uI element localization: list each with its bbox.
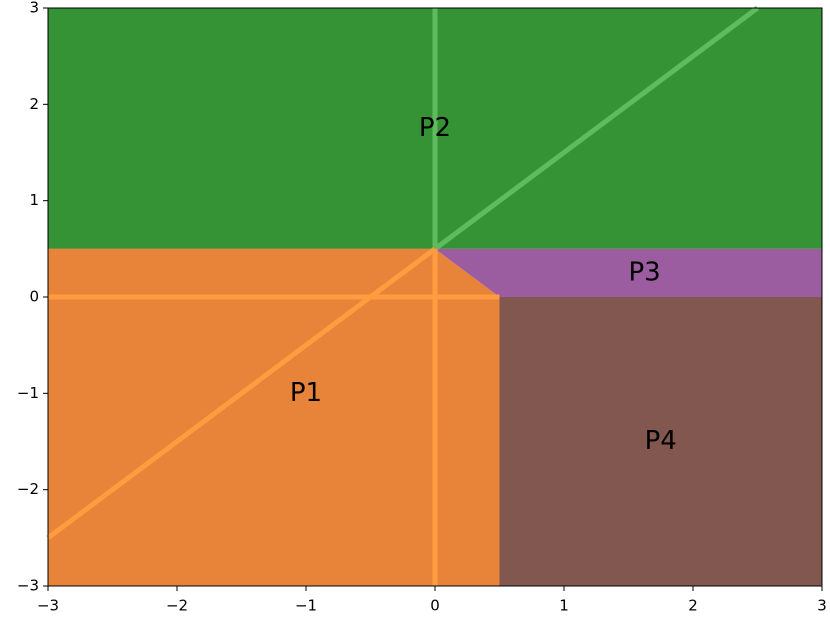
x-tick-label: 3	[817, 597, 827, 615]
x-tick-label: 2	[688, 597, 698, 615]
x-tick-label: −2	[166, 597, 188, 615]
region-label: P4	[645, 426, 677, 456]
y-tick-label: 1	[29, 191, 39, 209]
x-tick-label: 0	[430, 597, 440, 615]
x-tick-label: −1	[295, 597, 317, 615]
y-tick-label: −2	[17, 480, 39, 498]
y-tick-label: −3	[17, 577, 39, 595]
y-tick-label: 3	[29, 0, 39, 17]
x-tick-label: 1	[559, 597, 569, 615]
region-label: P2	[419, 113, 451, 143]
region-label: P3	[629, 257, 661, 287]
region-label: P1	[290, 378, 322, 408]
y-tick-label: 0	[29, 288, 39, 306]
region	[499, 297, 822, 586]
x-tick-label: −3	[37, 597, 59, 615]
region	[48, 248, 500, 587]
y-tick-label: 2	[29, 95, 39, 113]
boundary-line	[433, 5, 759, 251]
y-tick-label: −1	[17, 384, 39, 402]
boundary-line	[46, 246, 437, 540]
region	[435, 248, 822, 297]
